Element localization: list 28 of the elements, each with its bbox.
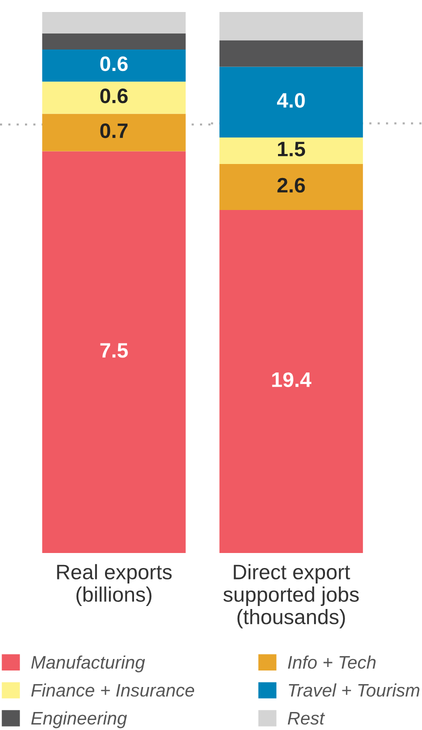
data-label: 1.5: [278, 142, 306, 156]
legend-label: Rest: [288, 712, 325, 725]
data-label: 2.6: [277, 178, 305, 193]
bar: [42, 12, 186, 34]
bar: [219, 138, 363, 164]
data-label: 0.6: [100, 88, 128, 104]
data-label: 7.5: [100, 343, 128, 358]
x-tick-label: Direct export supported jobs (thousands): [223, 564, 359, 628]
legend-label: Manufacturing: [31, 655, 145, 672]
bar: [42, 49, 186, 82]
data-label: 0.6: [100, 56, 128, 72]
bar: [42, 33, 186, 50]
legend-label: Finance + Insurance: [31, 683, 194, 697]
x-tick-label: Real exports (billions): [57, 564, 172, 606]
bar: [219, 12, 363, 40]
bar: [42, 82, 186, 114]
bar: [42, 114, 186, 152]
bar: [42, 151, 186, 553]
data-label: 4.0: [277, 93, 305, 108]
legend-label: Engineering: [31, 711, 127, 728]
bar: [219, 40, 363, 67]
bar: [219, 164, 363, 210]
data-label: 19.4: [272, 372, 312, 388]
data-label: 0.7: [100, 123, 128, 138]
bar: [219, 66, 363, 138]
legend-label: Info + Tech: [288, 655, 376, 669]
bar: [219, 210, 363, 553]
legend-label: Travel + Tourism: [288, 683, 420, 697]
